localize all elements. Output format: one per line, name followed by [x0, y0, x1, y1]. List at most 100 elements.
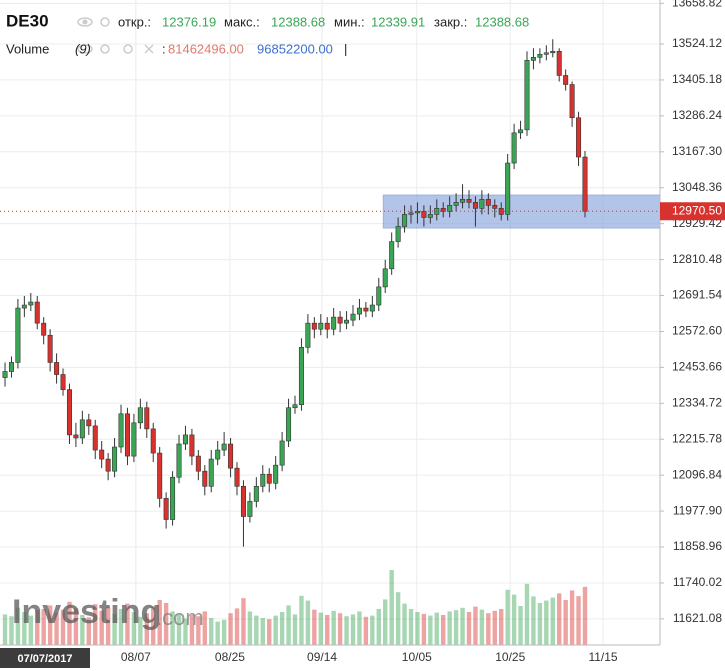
high-value: 12388.68: [271, 14, 325, 29]
candle-body: [298, 347, 304, 406]
volume-bar: [344, 616, 349, 645]
volume-bar: [370, 615, 375, 645]
x-tick-label: 08/07: [121, 650, 151, 664]
volume-bar: [241, 598, 246, 645]
volume-bar: [131, 612, 137, 645]
candle-body: [41, 322, 47, 336]
candle-body: [66, 389, 72, 436]
candle-body: [182, 434, 188, 445]
candle-body: [176, 443, 182, 478]
volume-bar: [260, 618, 265, 645]
candle-body: [582, 156, 588, 212]
candle-body: [344, 319, 350, 324]
volume-bar: [2, 614, 8, 645]
volume-bar: [112, 613, 117, 645]
candle-body: [395, 226, 401, 242]
y-tick-label: 12810.48: [672, 252, 722, 266]
candle-body: [440, 208, 446, 212]
high-label: макс.:: [224, 14, 260, 29]
volume-bar: [408, 609, 414, 645]
volume-bar: [582, 586, 588, 645]
volume-bar: [41, 609, 46, 645]
candle-body: [266, 473, 272, 484]
candle-body: [408, 212, 414, 215]
candle-body: [144, 407, 150, 430]
last-price-box: [660, 202, 725, 221]
volume-bar: [247, 611, 253, 645]
volume-bar: [176, 614, 182, 645]
volume-bar: [292, 614, 298, 645]
candle-body: [427, 214, 433, 218]
volume-bar: [15, 607, 21, 645]
volume-bar: [254, 615, 259, 645]
volume-bar: [395, 592, 401, 645]
y-tick-label: 12334.72: [672, 395, 722, 409]
candle-body: [2, 371, 8, 378]
candle-body: [247, 501, 253, 517]
volume-bar: [151, 606, 156, 645]
volume-bar: [105, 607, 111, 645]
legend: DE30 откр.: 12376.19 макс.: 12388.68 мин…: [6, 11, 529, 56]
volume-bar: [138, 616, 143, 645]
volume-bar: [312, 609, 317, 645]
volume-bar: [492, 610, 497, 645]
candle-body: [563, 75, 569, 85]
candle-body: [60, 374, 66, 390]
candle-body: [550, 50, 556, 54]
volume-bar: [196, 616, 201, 645]
volume-bar: [576, 596, 581, 645]
volume-bar: [215, 621, 220, 645]
volume-end: |: [344, 41, 347, 56]
y-tick-label: 13658.82: [672, 0, 722, 9]
candle-body: [337, 316, 343, 324]
candle-body: [356, 307, 362, 315]
volume-bar: [22, 612, 27, 645]
volume-bar: [531, 596, 536, 645]
candle-body: [331, 316, 337, 330]
y-tick-label: 13524.12: [672, 36, 722, 50]
y-tick-label: 11621.08: [673, 611, 722, 625]
volume-bar: [350, 614, 356, 645]
volume-bar: [144, 613, 149, 645]
low-label: мин.:: [334, 14, 365, 29]
legend-icons: [77, 17, 154, 54]
volume-bar: [537, 603, 543, 645]
close-value: 12388.68: [475, 14, 529, 29]
volume-bar: [318, 612, 323, 645]
candle-body: [376, 286, 382, 306]
candle-body: [47, 334, 53, 363]
volume-bar: [299, 595, 304, 645]
price-zone: [382, 194, 661, 229]
volume-bar: [363, 616, 369, 645]
volume-bar: [9, 616, 14, 645]
candle-body: [34, 301, 40, 324]
x-tick-label: 08/25: [215, 650, 245, 664]
candle-body: [305, 322, 311, 348]
volume-bar: [73, 608, 79, 645]
volume-bar: [402, 603, 407, 645]
candle-body: [363, 307, 369, 312]
candle-body: [498, 208, 504, 215]
candle-body: [118, 413, 124, 448]
volume-bar: [125, 603, 130, 645]
candle-body: [524, 60, 530, 131]
volume-bar: [499, 609, 504, 645]
candle-body: [228, 443, 234, 469]
volume-bar: [305, 600, 311, 645]
candle-body: [73, 434, 79, 439]
cursor-date-label: 07/07/2017: [17, 653, 72, 665]
close-label: закр.:: [434, 14, 467, 29]
x-tick-label: 11/15: [588, 650, 617, 664]
volume-bar: [428, 615, 433, 645]
volume-bar: [557, 593, 562, 645]
candle-body: [402, 214, 408, 227]
volume-param: (9): [75, 41, 91, 56]
volume-bar: [376, 609, 381, 645]
volume-bar: [47, 605, 53, 645]
last-price-label: 12970.50: [672, 203, 722, 217]
candle-body: [556, 50, 562, 76]
candle-body: [447, 205, 453, 212]
candle-body: [240, 485, 246, 517]
